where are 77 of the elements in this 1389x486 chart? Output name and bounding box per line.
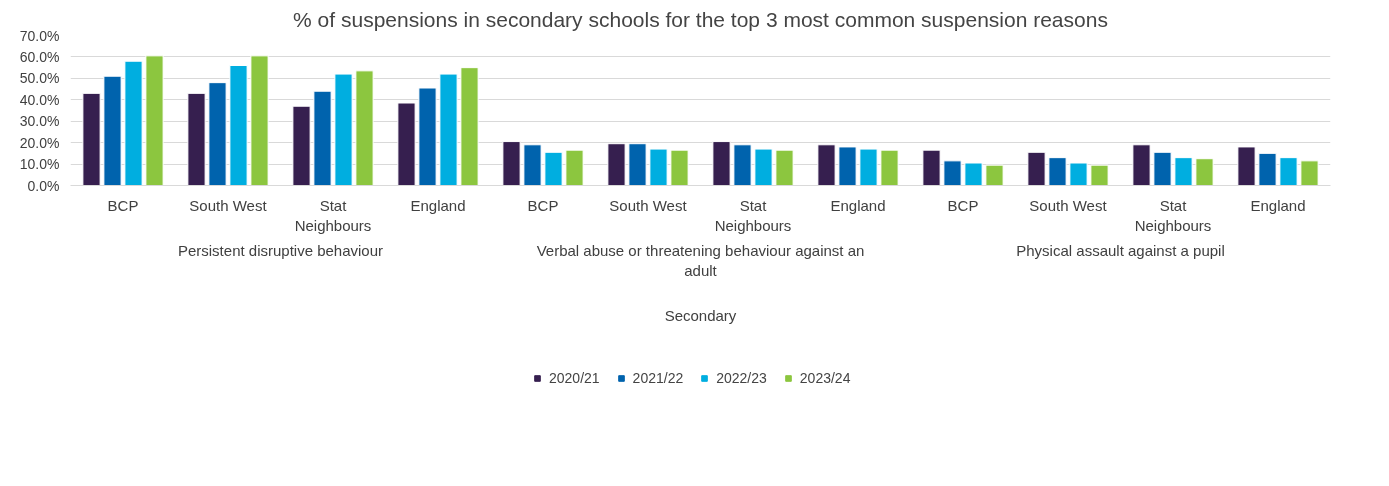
bar — [712, 141, 731, 186]
legend-label: 2023/24 — [799, 370, 851, 386]
bar — [649, 148, 668, 186]
bar — [985, 164, 1004, 186]
text: Verbal abuse or threatening behaviour against an adult — [536, 241, 865, 279]
bar — [82, 92, 101, 186]
y-tick-label: 0.0% — [27, 177, 60, 194]
x-tick-label: Stat Neighbours — [294, 196, 372, 234]
bar — [334, 73, 353, 186]
y-tick-label: 10.0% — [19, 156, 60, 173]
x-tick-label: BCP — [947, 196, 979, 214]
bar — [397, 102, 416, 186]
y-tick-label: 40.0% — [19, 91, 60, 108]
x-tick-label: England — [830, 196, 886, 214]
bar — [187, 92, 206, 186]
bar — [418, 87, 437, 186]
bar — [460, 67, 479, 186]
x-tick-label: England — [410, 196, 466, 214]
x-tick-label: Stat Neighbours — [1134, 196, 1212, 234]
bar — [1048, 157, 1067, 186]
bar — [964, 162, 983, 186]
bar — [208, 82, 227, 186]
bar — [628, 143, 647, 186]
bar — [1090, 164, 1109, 186]
bar — [754, 148, 773, 186]
bar — [838, 146, 857, 186]
y-tick-label: 30.0% — [19, 113, 60, 130]
bar — [607, 143, 626, 186]
bar — [544, 151, 563, 186]
y-tick-label: 50.0% — [19, 70, 60, 87]
y-tick-label: 60.0% — [19, 48, 60, 65]
text: Persistent disruptive behaviour — [177, 241, 384, 259]
bar — [880, 149, 899, 186]
x-tick-label: BCP — [107, 196, 139, 214]
bar — [124, 60, 143, 186]
bar — [943, 160, 962, 186]
y-tick-label: 70.0% — [19, 27, 60, 44]
bar — [1279, 157, 1298, 186]
bar — [523, 144, 542, 186]
bar — [229, 65, 248, 186]
x-tick-label: South West — [189, 196, 268, 214]
text: Secondary — [664, 306, 737, 324]
bar — [922, 149, 941, 186]
bar — [733, 144, 752, 186]
x-tick-label: South West — [1029, 196, 1108, 214]
x-tick-label: South West — [609, 196, 688, 214]
x-tick-label: England — [1250, 196, 1306, 214]
bar — [292, 105, 311, 186]
bar — [439, 73, 458, 186]
bar — [103, 75, 122, 186]
bar — [1174, 157, 1193, 186]
bar — [1069, 162, 1088, 186]
legend-label: 2020/21 — [549, 370, 600, 386]
bar — [355, 70, 374, 186]
chart-title: % of suspensions in secondary schools for the top 3 most common suspension reasons — [293, 7, 1108, 31]
x-tick-label: Stat Neighbours — [714, 196, 792, 234]
text: Physical assault against a pupil — [1016, 241, 1225, 259]
bar — [1300, 160, 1319, 186]
bar — [565, 149, 584, 186]
bar — [670, 149, 689, 186]
bar — [1132, 144, 1151, 186]
bar — [1195, 158, 1214, 186]
legend-label: 2021/22 — [632, 370, 684, 386]
bar — [1153, 151, 1172, 186]
bar — [1258, 152, 1277, 186]
bar — [817, 144, 836, 186]
bar — [502, 141, 521, 186]
bar — [1237, 146, 1256, 186]
bar — [859, 148, 878, 186]
x-tick-label: BCP — [527, 196, 559, 214]
bar — [1027, 151, 1046, 186]
bar — [145, 55, 164, 186]
bar — [775, 149, 794, 186]
y-tick-label: 20.0% — [19, 134, 60, 151]
bar — [250, 55, 269, 186]
legend-label: 2022/23 — [716, 370, 767, 386]
bar — [313, 90, 332, 186]
